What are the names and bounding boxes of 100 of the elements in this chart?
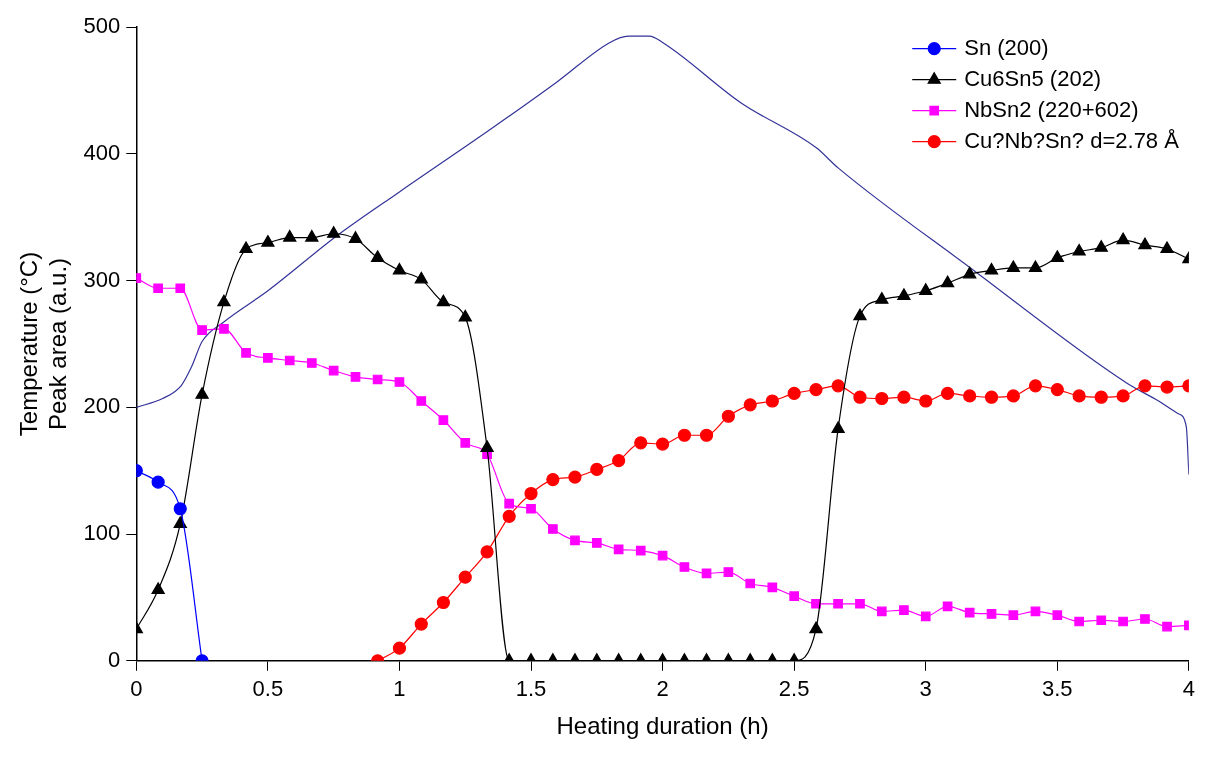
point: [1138, 379, 1152, 393]
point: [175, 283, 186, 294]
point: [436, 595, 450, 610]
point: [1028, 379, 1043, 393]
point: [940, 275, 955, 288]
point: [173, 502, 187, 516]
legend-label: Cu?Nb?Sn? d=2.78 Å: [964, 127, 1180, 153]
point: [1094, 390, 1108, 404]
point: [570, 535, 580, 546]
point: [963, 266, 977, 279]
point: [831, 421, 845, 433]
point: [920, 611, 931, 622]
point: [526, 503, 536, 514]
point: [480, 440, 494, 453]
point: [219, 323, 229, 334]
point: [350, 372, 361, 382]
point: [897, 288, 911, 300]
point: [699, 428, 714, 442]
point: [348, 231, 363, 243]
point: [677, 428, 692, 442]
point: [723, 567, 734, 577]
point: [524, 486, 538, 501]
point: [1116, 232, 1130, 245]
point: [919, 394, 933, 408]
point: [613, 544, 624, 555]
point: [655, 437, 670, 451]
point: [195, 387, 209, 399]
point: [679, 562, 690, 572]
point: [306, 358, 317, 368]
point: [963, 389, 977, 403]
point: [392, 641, 407, 655]
point: [745, 578, 756, 589]
point: [743, 398, 757, 412]
point: [392, 262, 407, 275]
point: [1028, 260, 1043, 273]
point: [855, 598, 865, 609]
point: [789, 591, 800, 602]
point: [1050, 250, 1064, 262]
point: [1162, 621, 1172, 632]
point: [919, 283, 933, 295]
point: [809, 383, 823, 397]
point: [416, 396, 427, 406]
point: [964, 607, 975, 618]
point: [986, 609, 997, 619]
point: [942, 601, 953, 612]
point: [1074, 616, 1084, 627]
point: [701, 568, 712, 579]
point: [502, 509, 516, 523]
point: [1116, 389, 1130, 403]
point: [327, 226, 341, 238]
point: [1052, 610, 1063, 621]
point: [283, 229, 297, 242]
point: [284, 355, 295, 366]
point: [460, 438, 471, 448]
point: [217, 294, 231, 307]
point: [1072, 389, 1086, 403]
x-tick-label: 0: [130, 676, 143, 702]
y-axis-title: Temperature (°C) Peak area (a.u.): [15, 251, 71, 437]
point: [1072, 243, 1086, 256]
point: [372, 374, 383, 385]
point: [151, 475, 165, 489]
point: [1138, 237, 1152, 250]
point: [721, 409, 735, 423]
legend-label: Cu6Sn5 (202): [964, 65, 1102, 91]
point: [1160, 241, 1174, 254]
point: [548, 524, 558, 534]
point: [261, 235, 275, 247]
point: [370, 250, 385, 262]
point: [657, 550, 668, 561]
x-axis-title: Heating duration (h): [556, 712, 769, 740]
x-tick-label: 1.5: [515, 676, 547, 702]
point: [1094, 240, 1108, 252]
point: [875, 292, 889, 304]
point: [436, 294, 451, 307]
point: [504, 498, 515, 509]
point: [940, 386, 955, 401]
point: [833, 598, 843, 609]
point: [151, 582, 165, 594]
y-tick-label: 0: [108, 646, 121, 672]
x-tick-label: 2.5: [778, 676, 810, 702]
point: [767, 582, 778, 593]
point: [438, 415, 449, 425]
point: [811, 598, 821, 609]
x-tick-label: 0.5: [252, 676, 284, 702]
point: [831, 379, 845, 393]
y-tick-label: 200: [83, 393, 121, 419]
point: [1140, 614, 1150, 624]
legend-label: Sn (200): [964, 34, 1049, 60]
point: [414, 271, 428, 284]
point: [590, 462, 604, 477]
point: [1030, 606, 1041, 617]
y-tick-label: 400: [83, 139, 121, 165]
point: [899, 605, 909, 615]
point: [765, 394, 779, 408]
point: [984, 390, 999, 404]
point: [1006, 389, 1020, 403]
x-tick-label: 3.5: [1042, 676, 1073, 702]
y-tick-label: 100: [83, 520, 121, 546]
point: [897, 390, 911, 404]
point: [458, 309, 472, 322]
